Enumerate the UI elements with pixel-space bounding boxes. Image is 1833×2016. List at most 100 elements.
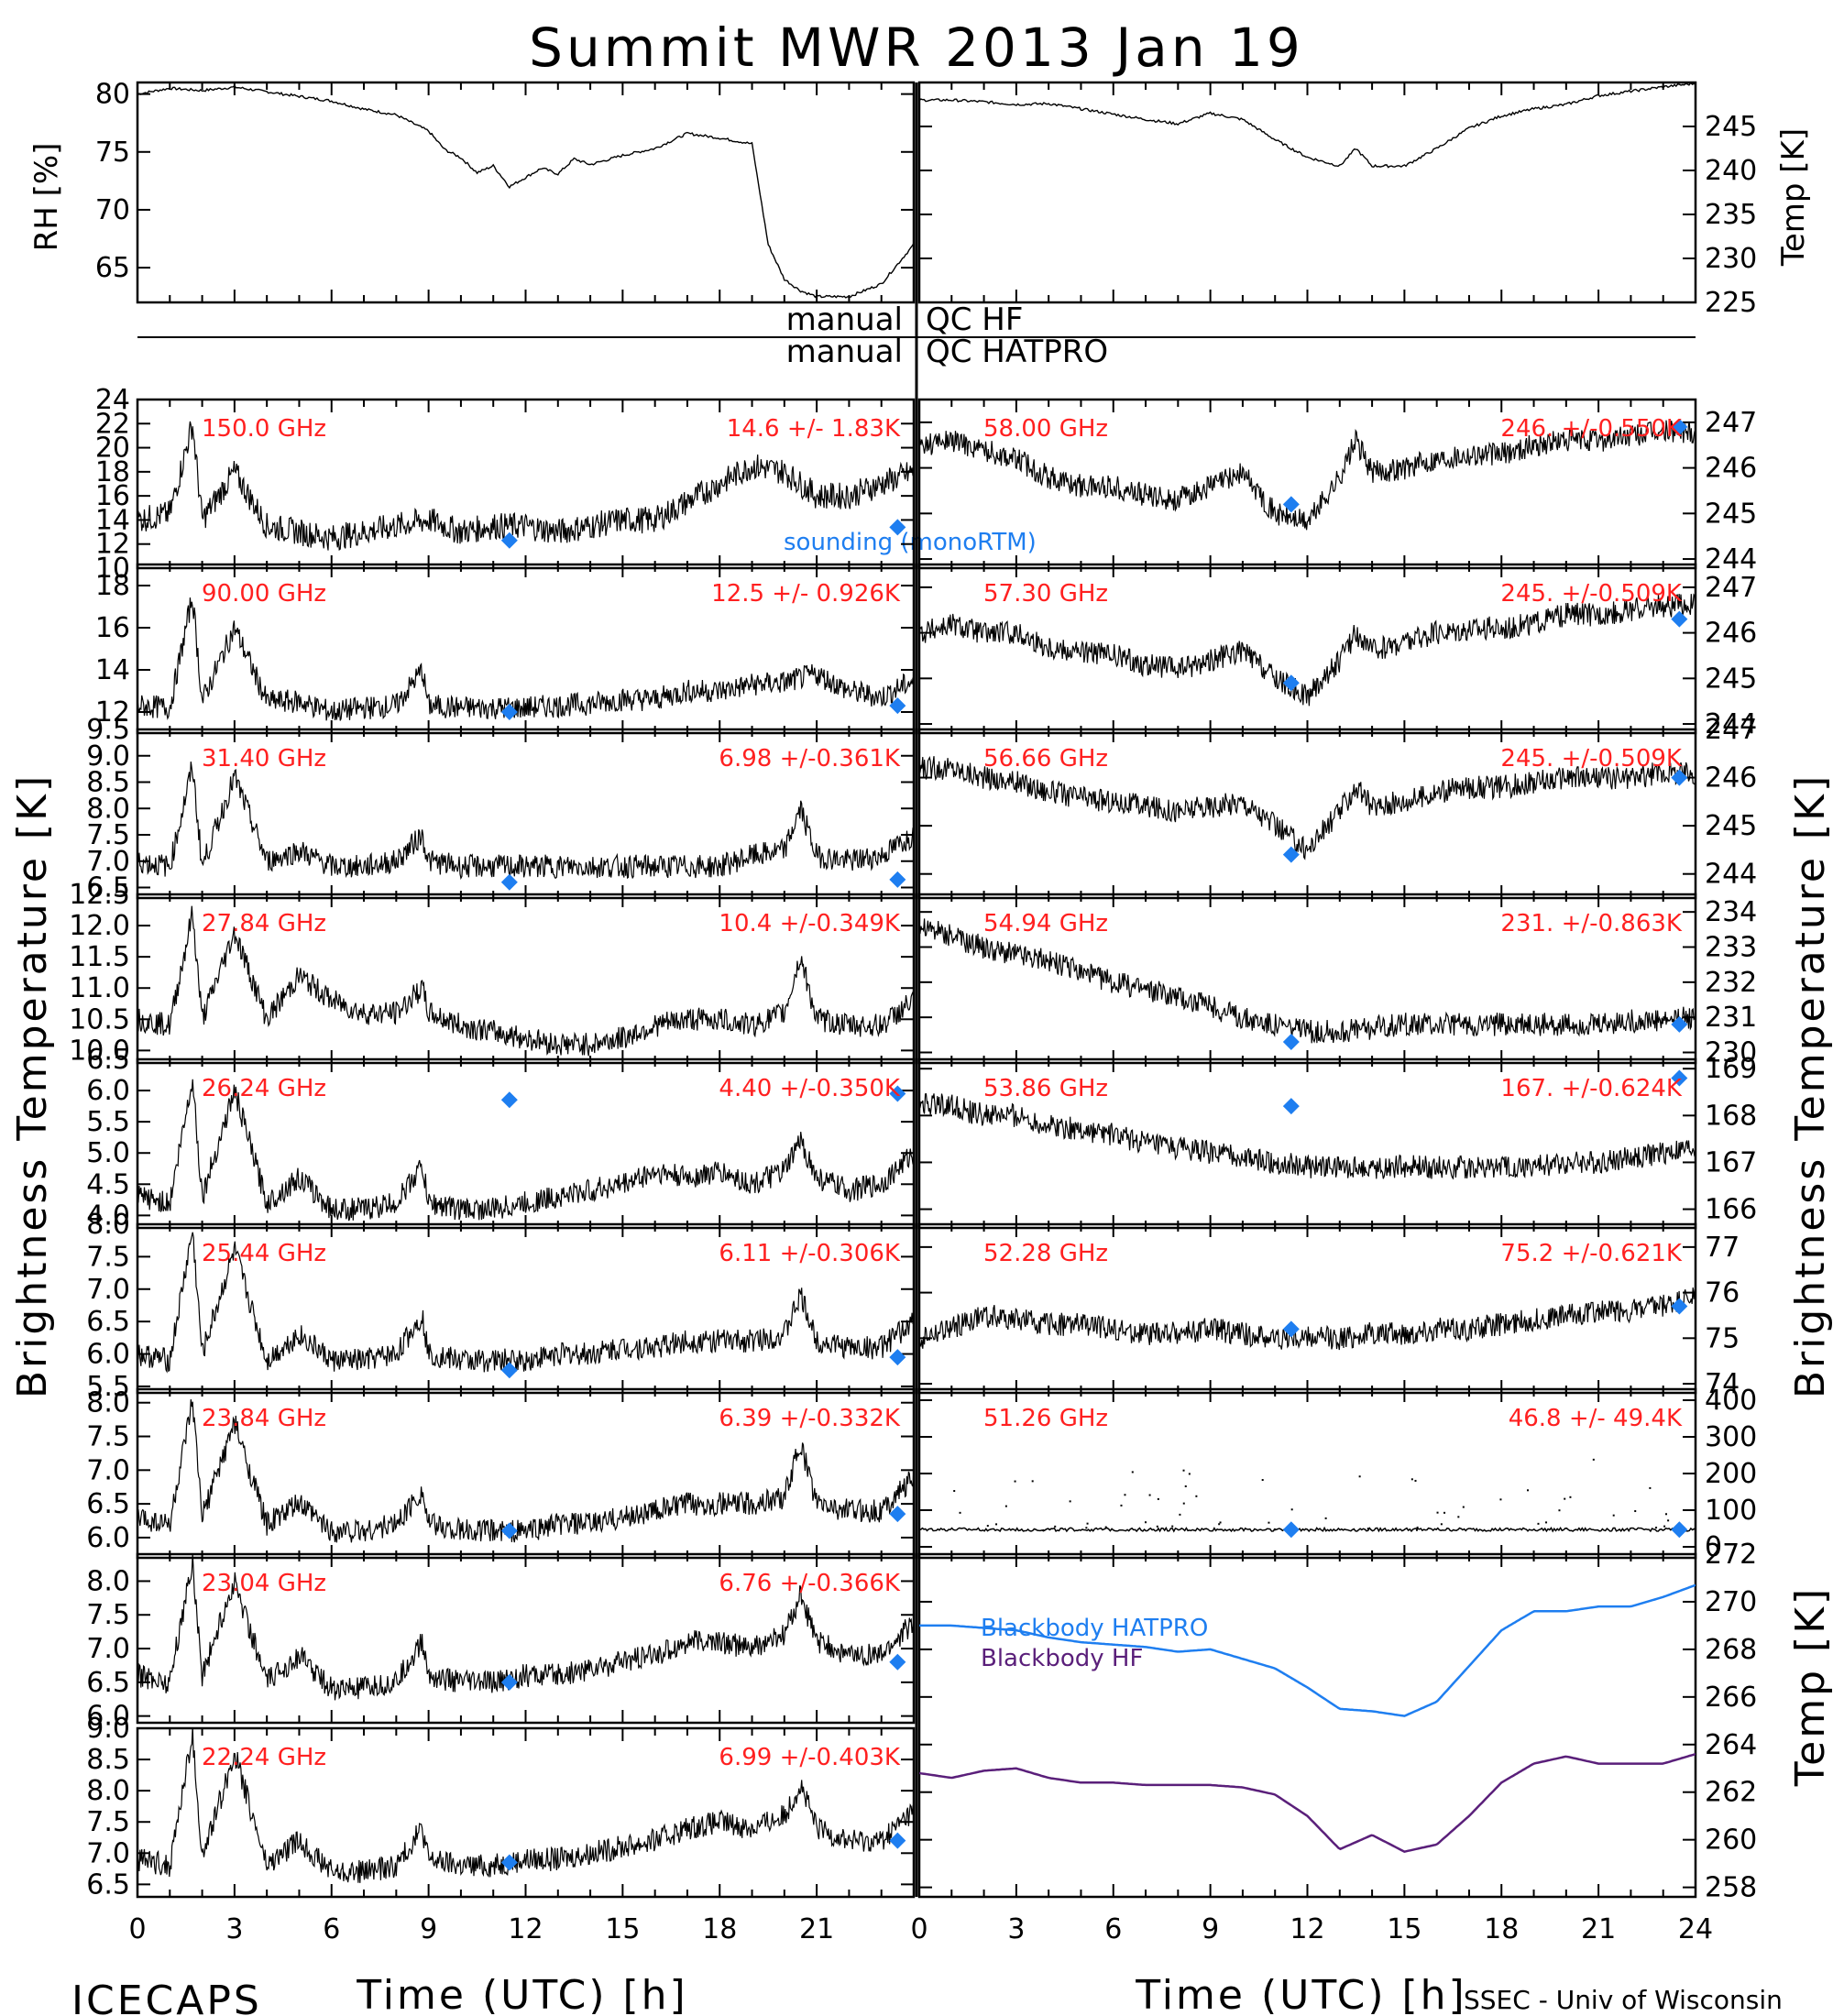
channel-stats: 6.99 +/-0.403K — [719, 1744, 901, 1771]
scatter-point — [1131, 1471, 1134, 1474]
y-tick-label: 235 — [1705, 199, 1757, 231]
series-line — [919, 918, 1696, 1044]
series-line — [137, 1399, 914, 1543]
scatter-point — [1358, 1475, 1361, 1478]
scatter-point — [1443, 1511, 1446, 1514]
y-tick-label: 247 — [1705, 572, 1757, 604]
sounding-point — [889, 697, 906, 715]
scatter-point — [1120, 1504, 1123, 1507]
y-tick-label: 272 — [1705, 1539, 1757, 1571]
y-tick-label: 7.5 — [86, 1599, 130, 1631]
y-tick-label: 77 — [1705, 1232, 1740, 1264]
scatter-point — [1085, 1527, 1088, 1529]
channel-stats: 245. +/-0.509K — [1500, 745, 1683, 772]
panel-frame — [136, 81, 916, 304]
y-tick-label: 4.0 — [86, 1200, 130, 1232]
data-layer — [137, 1728, 914, 1883]
channel-stats: 46.8 +/- 49.4K — [1509, 1405, 1683, 1432]
y-tick-label: 266 — [1705, 1682, 1757, 1714]
x-tick-label: 3 — [225, 1913, 243, 1945]
series-line — [137, 84, 914, 299]
scatter-point — [1273, 1528, 1276, 1531]
y-tick-label: 262 — [1705, 1777, 1757, 1809]
series-line — [137, 1079, 914, 1222]
x-tick-label: 6 — [323, 1913, 340, 1945]
scatter-point — [1144, 1521, 1147, 1524]
panel-57-30-ghz: 244 245 246 247 57.30 GHz 245. +/-0.509K — [917, 563, 1757, 740]
y-tick-label: 7.5 — [86, 1806, 130, 1838]
scatter-point — [1182, 1469, 1185, 1472]
y-tick-label: 245 — [1705, 663, 1757, 695]
y-tick-label: 11.0 — [69, 972, 130, 1004]
scatter-point — [1527, 1489, 1530, 1492]
channel-label: 22.24 GHz — [202, 1744, 326, 1771]
y-tick-label: 7.5 — [86, 1241, 130, 1273]
y-tick-label: 6.5 — [86, 1488, 130, 1520]
channel-stats: 6.39 +/-0.332K — [719, 1405, 901, 1432]
scatter-point — [1004, 1505, 1007, 1507]
legend-bb-hf: Blackbody HF — [981, 1645, 1143, 1672]
scatter-point — [1171, 1525, 1174, 1528]
channel-label: 56.66 GHz — [983, 745, 1108, 772]
panel-blackbody: 258 260 262 264 266 268 270 272 — [917, 1539, 1757, 1904]
scatter-point — [1157, 1497, 1159, 1500]
panel-31-40-ghz: 6.57.07.58.08.59.09.5 31.40 GHz 6.98 +/-0.… — [86, 714, 916, 904]
y-tick-label: 246 — [1705, 618, 1757, 650]
y-tick-label: 8.0 — [86, 1387, 130, 1419]
x-tick-label: 18 — [1484, 1913, 1519, 1945]
scatter-point — [1440, 1523, 1443, 1526]
series-line — [919, 593, 1696, 707]
series-line — [137, 597, 914, 721]
series-line — [919, 420, 1696, 531]
scatter-point — [1324, 1517, 1327, 1519]
y-tick-label: 225 — [1705, 287, 1757, 319]
sounding-point — [500, 1673, 518, 1691]
data-layer — [137, 421, 914, 551]
scatter-point — [1184, 1485, 1187, 1487]
series-line — [919, 82, 1696, 169]
sounding-point — [1282, 1098, 1300, 1115]
x-tick-label: 24 — [1678, 1913, 1713, 1945]
channel-stats: 10.4 +/-0.349K — [719, 910, 901, 937]
y-tick-label: 22 — [95, 408, 130, 440]
sounding-point — [889, 1085, 906, 1102]
y-tick-label: 6.0 — [86, 1701, 130, 1733]
y-tick-label: 6.0 — [86, 1075, 130, 1107]
y-tick-label: 10 — [95, 553, 130, 585]
sounding-point — [889, 1506, 906, 1523]
scatter-point — [1086, 1522, 1089, 1525]
panel-53-86-ghz: 166 167 168 169 53.86 GHz 167. +/-0.624K — [917, 1053, 1757, 1230]
x-tick-label: 15 — [605, 1913, 640, 1945]
y-tick-label: 169 — [1705, 1053, 1757, 1085]
series-line — [919, 1092, 1696, 1180]
scatter-point — [1462, 1506, 1465, 1508]
sounding-point — [500, 531, 518, 549]
channel-label: 26.24 GHz — [202, 1075, 326, 1102]
y-tick-label: 245 — [1705, 498, 1757, 530]
sounding-point — [500, 1522, 518, 1539]
y-tick-label: 12.5 — [69, 879, 130, 911]
data-layer — [919, 420, 1696, 531]
series-line — [919, 1526, 1696, 1533]
x-tick-label: 3 — [1007, 1913, 1025, 1945]
x-tick-label: 9 — [1202, 1913, 1219, 1945]
channel-label: 51.26 GHz — [983, 1405, 1108, 1432]
qc-value-hatpro: QC HATPRO — [926, 334, 1108, 370]
scatter-point — [1261, 1479, 1264, 1482]
y-tick-label: 14 — [95, 654, 130, 686]
scatter-point — [995, 1523, 998, 1526]
y-tick-label: 6.5 — [86, 1667, 130, 1699]
channel-label: 52.28 GHz — [983, 1240, 1108, 1267]
scatter-point — [1042, 1528, 1045, 1531]
y-tick-label: 70 — [95, 194, 130, 226]
y-tick-label: 6.5 — [86, 1868, 130, 1901]
sounding-point — [1671, 1521, 1688, 1539]
y-tick-label: 260 — [1705, 1824, 1757, 1857]
y-tick-label: 168 — [1705, 1100, 1757, 1132]
y-tick-label: 5.5 — [86, 1106, 130, 1138]
y-tick-label: 24 — [95, 384, 130, 416]
data-layer — [919, 82, 1696, 169]
y-tick-label: 75 — [1705, 1322, 1740, 1354]
y-tick-label: 230 — [1705, 243, 1757, 275]
y-tick-label: 20 — [95, 433, 130, 465]
